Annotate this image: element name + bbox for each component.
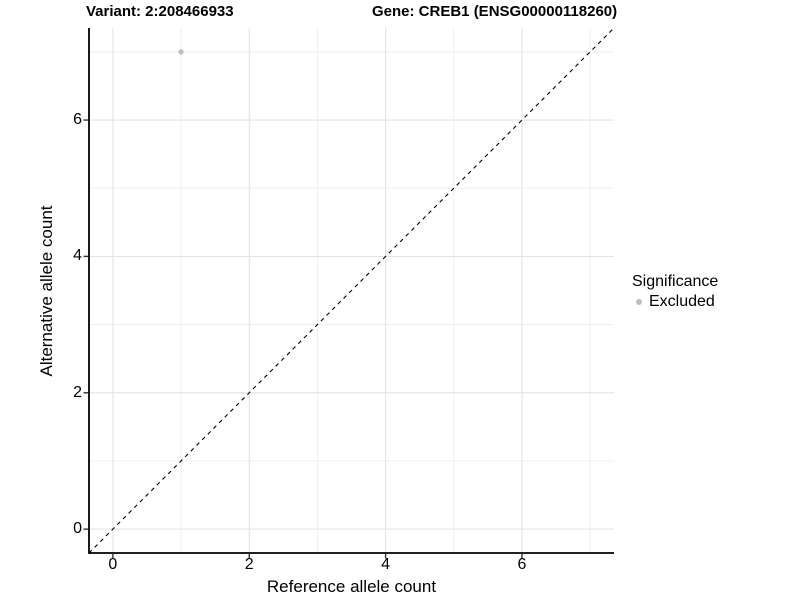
x-tick-label: 2 (244, 556, 254, 573)
legend-item-label: Excluded (649, 293, 715, 310)
data-point (178, 49, 184, 55)
scatter-plot-canvas (83, 27, 615, 559)
y-tick-label: 2 (73, 383, 82, 401)
x-axis-title: Reference allele count (266, 577, 437, 596)
identity-reference-line (88, 27, 615, 554)
y-tick-label: 0 (73, 520, 82, 538)
x-tick-label: 0 (108, 556, 118, 573)
x-tick-label: 6 (517, 556, 527, 573)
legend: Significance Excluded (632, 272, 718, 311)
legend-point-icon (636, 299, 642, 305)
plot-panel (83, 27, 615, 559)
plot-title-variant: Variant: 2:208466933 (86, 3, 234, 20)
legend-item: Excluded (632, 293, 718, 311)
plot-title-gene: Gene: CREB1 (ENSG00000118260) (372, 3, 618, 20)
y-tick-label: 4 (73, 247, 82, 265)
y-axis-title-text: Alternative allele count (37, 205, 56, 377)
legend-items: Excluded (632, 293, 718, 311)
legend-title: Significance (632, 273, 719, 290)
x-tick-label: 4 (381, 556, 391, 573)
y-tick-label: 6 (73, 111, 82, 129)
